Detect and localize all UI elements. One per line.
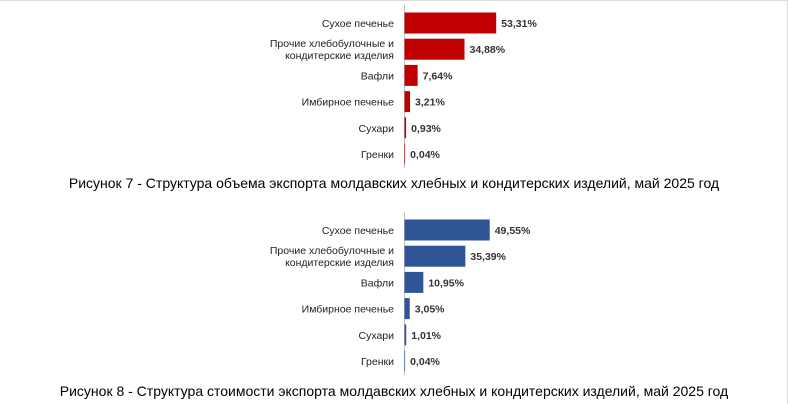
bar-value-label: 3,05% <box>415 304 445 316</box>
export-volume-chart: 53,31% Сухое печенье 34,88% Прочие хлебобул… <box>270 5 537 169</box>
category-label: Вафли <box>361 277 394 289</box>
bar <box>404 350 406 372</box>
category-label: Гренки <box>361 149 394 161</box>
bar-value-label: 49,55% <box>495 225 531 237</box>
bar-value-label: 35,39% <box>470 251 506 263</box>
category-label: кондитерские изделия <box>285 257 394 269</box>
category-label: Сухари <box>358 123 394 135</box>
category-label: Имбирное печенье <box>302 304 395 316</box>
bar <box>404 143 406 165</box>
bar-value-label: 10,95% <box>428 277 464 289</box>
bar-value-label: 3,21% <box>415 97 445 109</box>
category-label: Сухое печенье <box>322 18 394 30</box>
export-value-chart: 49,55% Сухое печенье 35,39% Прочие хлебобул… <box>270 212 531 376</box>
category-label: Сухари <box>358 330 394 342</box>
figure-7-caption: Рисунок 7 - Структура объема экспорта мо… <box>68 175 720 191</box>
category-label: Прочие хлебобулочные и <box>270 38 394 50</box>
bar-value-label: 53,31% <box>501 18 537 30</box>
frame-top-border <box>0 0 788 1</box>
category-label: Сухое печенье <box>322 225 394 237</box>
bar <box>404 219 490 241</box>
category-label: Прочие хлебобулочные и <box>270 245 394 257</box>
bar <box>404 38 465 60</box>
bar <box>404 324 407 346</box>
bar-value-label: 1,01% <box>411 330 441 342</box>
bar <box>404 91 411 113</box>
bar-value-label: 7,64% <box>423 70 453 82</box>
bar-value-label: 0,04% <box>410 149 440 161</box>
bar <box>404 271 424 293</box>
bar-value-label: 0,93% <box>411 123 441 135</box>
category-label: Имбирное печенье <box>302 97 395 109</box>
bar <box>404 12 497 34</box>
bar <box>404 64 418 86</box>
bar-value-label: 34,88% <box>469 44 505 56</box>
bar <box>404 298 410 320</box>
bar <box>404 245 466 267</box>
category-label: Вафли <box>361 70 394 82</box>
category-label: Гренки <box>361 356 394 368</box>
figure-8-caption: Рисунок 8 - Структура стоимости экспорта… <box>59 383 729 399</box>
bar-value-label: 0,04% <box>410 356 440 368</box>
bar <box>404 117 407 139</box>
category-label: кондитерские изделия <box>285 50 394 62</box>
